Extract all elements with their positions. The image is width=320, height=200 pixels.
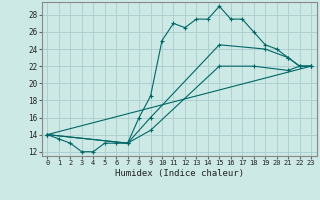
X-axis label: Humidex (Indice chaleur): Humidex (Indice chaleur) — [115, 169, 244, 178]
